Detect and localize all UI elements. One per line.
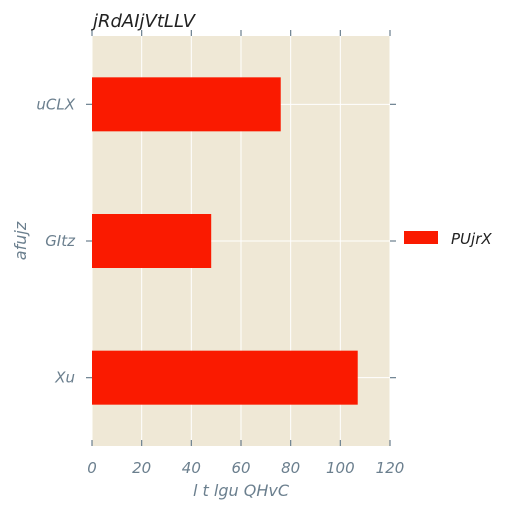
x-axis-ticks: 0 20 40 60 80 100 120 [87, 30, 404, 477]
legend-swatch [404, 231, 438, 244]
x-tick-label: 80 [281, 459, 300, 477]
y-tick-label: Xu [54, 369, 75, 387]
y-axis-ticks: uCLX GItz Xu [36, 95, 396, 387]
chart-title: jRdAIjVtLLV [90, 11, 197, 32]
bar [92, 77, 281, 132]
legend-label: PUjrX [451, 230, 492, 248]
x-tick-label: 120 [376, 459, 405, 477]
bar [92, 350, 358, 405]
y-axis-label: afujz [11, 221, 30, 260]
legend: PUjrX [404, 230, 492, 248]
bar [92, 214, 212, 268]
bars [92, 77, 358, 405]
x-tick-label: 20 [132, 459, 151, 477]
x-tick-label: 0 [87, 459, 97, 477]
y-tick-label: uCLX [36, 95, 75, 113]
x-tick-label: 40 [182, 459, 201, 477]
y-tick-label: GItz [45, 232, 76, 250]
x-tick-label: 60 [231, 459, 250, 477]
x-tick-label: 100 [326, 459, 355, 477]
x-axis-label: l t lgu QHvC [193, 481, 290, 500]
